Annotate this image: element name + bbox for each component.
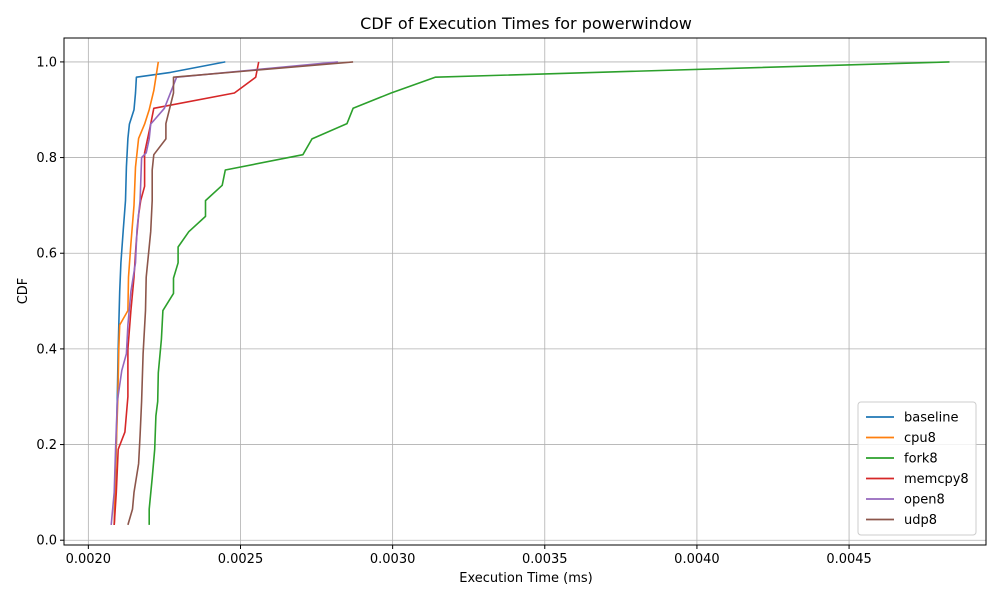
y-tick-label: 0.4	[36, 342, 57, 357]
x-axis-ticks: 0.0020 0.0025 0.0030 0.0035 0.0040 0.0045	[66, 545, 872, 567]
legend-label-memcpy8: memcpy8	[904, 472, 969, 487]
x-tick-label: 0.0025	[218, 552, 264, 567]
y-tick-label: 0.6	[36, 247, 57, 262]
grid-lines	[64, 38, 986, 545]
y-axis-ticks: 0.0 0.2 0.4 0.6 0.8 1.0	[36, 55, 64, 549]
series-lines	[110, 61, 950, 526]
y-tick-label: 1.0	[36, 55, 57, 70]
y-axis-label: CDF	[16, 278, 31, 305]
legend-label-open8: open8	[904, 493, 945, 508]
series-line-fork8	[148, 61, 950, 525]
x-tick-label: 0.0020	[66, 552, 112, 567]
plot-frame	[63, 37, 987, 546]
legend-label-fork8: fork8	[904, 452, 938, 467]
x-axis-label: Execution Time (ms)	[459, 571, 592, 586]
legend-label-cpu8: cpu8	[904, 431, 936, 446]
x-tick-label: 0.0035	[522, 552, 568, 567]
x-tick-label: 0.0045	[826, 552, 872, 567]
chart-title: CDF of Execution Times for powerwindow	[360, 14, 692, 33]
y-tick-label: 0.0	[36, 534, 57, 549]
legend-label-udp8: udp8	[904, 513, 937, 528]
x-tick-label: 0.0040	[674, 552, 720, 567]
legend-box	[857, 401, 977, 536]
legend-label-baseline: baseline	[904, 411, 958, 426]
series-line-open8	[110, 61, 338, 525]
series-line-udp8	[127, 61, 354, 526]
y-tick-label: 0.8	[36, 151, 57, 166]
y-tick-label: 0.2	[36, 438, 57, 453]
legend: baseline cpu8 fork8 memcpy8 open8 udp8	[857, 401, 977, 536]
x-tick-label: 0.0030	[370, 552, 416, 567]
